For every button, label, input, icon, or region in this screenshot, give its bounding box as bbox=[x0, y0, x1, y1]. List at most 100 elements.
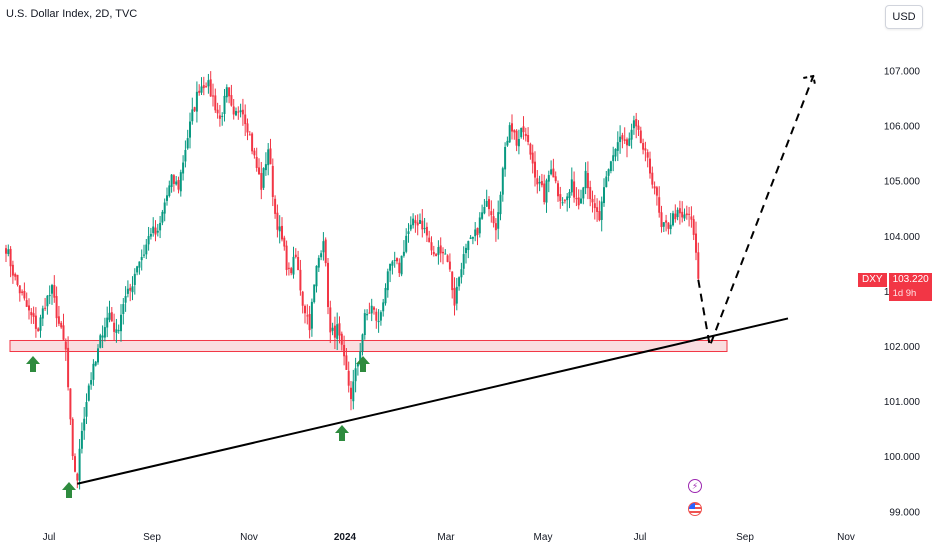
candle-body bbox=[409, 224, 412, 230]
candle-body bbox=[467, 241, 470, 251]
candle-body bbox=[152, 226, 155, 234]
candle-body bbox=[80, 430, 83, 449]
candle-body bbox=[320, 253, 323, 258]
candle-body bbox=[186, 138, 189, 149]
candle-body bbox=[32, 313, 35, 317]
candle-body bbox=[451, 271, 454, 291]
candle-body bbox=[455, 286, 458, 304]
candle-body bbox=[64, 341, 67, 350]
candle-body bbox=[62, 325, 65, 340]
candle-body bbox=[386, 271, 389, 291]
candle-body bbox=[646, 152, 649, 158]
candle-body bbox=[136, 266, 139, 273]
candle-body bbox=[396, 258, 398, 262]
x-tick-label: Sep bbox=[143, 532, 161, 543]
candle-body bbox=[485, 200, 488, 207]
candle-body bbox=[195, 91, 198, 112]
candle-body bbox=[131, 286, 134, 293]
candle-body bbox=[561, 202, 564, 204]
candle-body bbox=[191, 109, 194, 122]
candle-body bbox=[108, 312, 111, 320]
candle-body bbox=[94, 361, 97, 366]
ascending-trendline bbox=[77, 317, 789, 485]
candle-body bbox=[57, 316, 60, 324]
candle-body bbox=[476, 227, 479, 235]
candle-body bbox=[497, 212, 500, 229]
candle-body bbox=[402, 251, 405, 256]
candle-body bbox=[117, 330, 120, 332]
candle-body bbox=[695, 233, 697, 253]
currency-button[interactable]: USD bbox=[885, 5, 923, 29]
candle-body bbox=[304, 306, 306, 314]
candle-body bbox=[106, 317, 109, 328]
candle-body bbox=[488, 199, 490, 210]
candle-body bbox=[248, 134, 251, 136]
arrow-shape bbox=[26, 356, 40, 372]
candle-body bbox=[310, 301, 313, 329]
candle-body bbox=[30, 312, 33, 316]
candle-body bbox=[685, 213, 688, 216]
candle-body bbox=[225, 87, 228, 98]
candle-body bbox=[559, 194, 562, 202]
candle-body bbox=[78, 448, 81, 481]
candle-body bbox=[124, 295, 127, 303]
candle-body bbox=[690, 216, 693, 220]
candle-body bbox=[274, 198, 277, 214]
candle-body bbox=[166, 195, 168, 201]
candle-body bbox=[205, 86, 208, 88]
candle-body bbox=[681, 211, 684, 218]
candle-body bbox=[444, 253, 447, 255]
candle-body bbox=[626, 139, 628, 146]
support-arrow-icon bbox=[62, 482, 76, 498]
candle-body bbox=[361, 334, 364, 352]
candle-body bbox=[589, 186, 592, 200]
candle-body bbox=[649, 158, 651, 174]
candle-body bbox=[511, 123, 513, 132]
candle-body bbox=[389, 263, 392, 271]
candle-body bbox=[301, 291, 304, 306]
y-tick-label: 106.000 bbox=[884, 122, 921, 133]
candle-body bbox=[313, 284, 316, 303]
candle-body bbox=[370, 305, 373, 314]
support-arrow-icon bbox=[356, 356, 370, 372]
candles bbox=[5, 71, 700, 490]
candle-body bbox=[524, 133, 527, 137]
candle-body bbox=[501, 168, 504, 195]
y-tick-label: 107.000 bbox=[884, 67, 921, 78]
candle-body bbox=[14, 273, 17, 277]
candle-body bbox=[471, 236, 474, 239]
candle-body bbox=[179, 172, 182, 192]
candle-body bbox=[635, 118, 638, 127]
candle-body bbox=[244, 114, 247, 125]
us-flag-icon[interactable] bbox=[688, 502, 702, 516]
candle-body bbox=[609, 161, 612, 172]
candle-body bbox=[520, 127, 523, 138]
candle-body bbox=[260, 173, 263, 190]
candle-body bbox=[423, 228, 426, 230]
candle-body bbox=[333, 325, 336, 338]
candle-body bbox=[425, 226, 428, 236]
candle-body bbox=[189, 121, 191, 138]
candle-body bbox=[352, 381, 355, 402]
candle-body bbox=[683, 214, 686, 219]
candle-body bbox=[416, 222, 419, 226]
last-price-value: 103.220 bbox=[888, 273, 932, 287]
candle-body bbox=[41, 308, 44, 319]
candle-body bbox=[212, 95, 214, 97]
candle-body bbox=[614, 148, 617, 157]
candle-body bbox=[692, 219, 695, 235]
candle-body bbox=[48, 295, 51, 297]
candle-body bbox=[223, 95, 226, 114]
candle-body bbox=[552, 168, 555, 178]
flash-icon[interactable]: ⚡ bbox=[688, 479, 702, 493]
candle-body bbox=[92, 363, 95, 380]
candle-body bbox=[177, 180, 180, 190]
candle-body bbox=[492, 216, 495, 224]
candle-body bbox=[591, 198, 594, 203]
candle-body bbox=[168, 185, 171, 196]
candle-body bbox=[373, 307, 375, 310]
candle-body bbox=[145, 244, 148, 255]
candle-body bbox=[605, 176, 608, 188]
candle-body bbox=[616, 142, 619, 151]
